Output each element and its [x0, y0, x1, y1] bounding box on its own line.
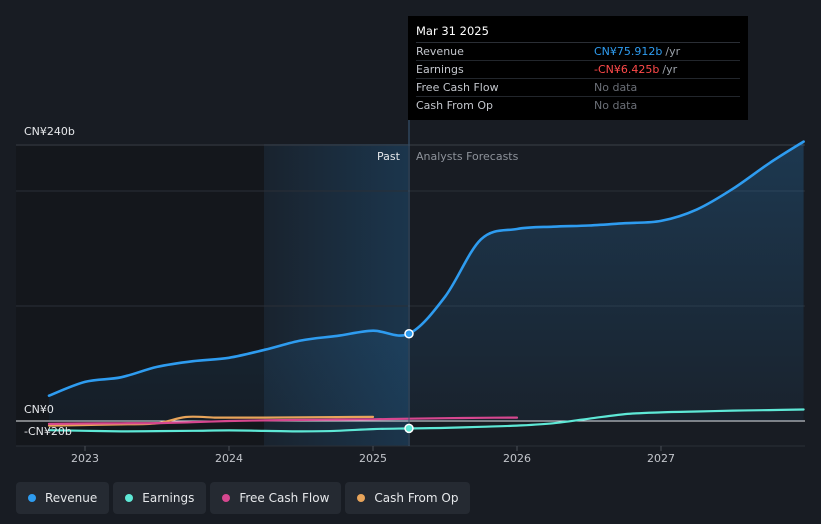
tooltip: Mar 31 2025 Revenue CN¥75.912b /yr Earni…: [408, 16, 748, 120]
x-tick-label: 2026: [503, 452, 531, 465]
revenue-marker: [404, 328, 414, 339]
tooltip-value-cfo: No data: [594, 99, 638, 112]
x-tick-label: 2023: [71, 452, 99, 465]
tooltip-row-earnings: Earnings -CN¥6.425b /yr: [416, 61, 740, 79]
x-axis: 2023 2024 2025 2026 2027: [71, 446, 675, 465]
legend-label: Cash From Op: [374, 491, 459, 505]
legend-item-free-cash-flow[interactable]: Free Cash Flow: [210, 482, 342, 514]
legend-item-cash-from-op[interactable]: Cash From Op: [345, 482, 471, 514]
tooltip-row-cfo: Cash From Op No data: [416, 97, 740, 114]
tooltip-row-fcf: Free Cash Flow No data: [416, 79, 740, 97]
tooltip-unit: /yr: [662, 63, 678, 76]
earnings-dot-icon: [125, 494, 134, 502]
x-tick-label: 2024: [215, 452, 243, 465]
y-label-top: CN¥240b: [24, 125, 75, 138]
tooltip-row-revenue: Revenue CN¥75.912b /yr: [416, 43, 740, 61]
revenue-line: [47, 140, 805, 397]
free-cash-flow-dot-icon: [222, 494, 231, 502]
forecast-label: Analysts Forecasts: [416, 150, 519, 163]
markers: [404, 328, 414, 434]
legend-item-revenue[interactable]: Revenue: [16, 482, 110, 514]
tooltip-value-revenue: CN¥75.912b: [594, 45, 663, 58]
earnings-marker: [404, 423, 414, 434]
y-label-zero: CN¥0: [24, 403, 54, 416]
legend-label: Revenue: [45, 491, 98, 505]
tooltip-label: Free Cash Flow: [416, 81, 499, 94]
legend-item-earnings[interactable]: Earnings: [113, 482, 207, 514]
tooltip-label: Earnings: [416, 63, 464, 76]
tooltip-date: Mar 31 2025: [416, 24, 740, 43]
y-label-bottom: -CN¥20b: [24, 425, 72, 438]
revenue-dot-icon: [28, 494, 36, 502]
x-tick-label: 2025: [359, 452, 387, 465]
earnings-line: [47, 408, 805, 433]
x-tick-label: 2027: [647, 452, 675, 465]
free-cash-flow-line: [47, 416, 519, 425]
legend-label: Earnings: [142, 491, 195, 505]
legend: Revenue Earnings Free Cash Flow Cash Fro…: [16, 482, 471, 514]
series-lines: [47, 140, 805, 433]
cash-from-op-line: [47, 415, 375, 427]
tooltip-value-fcf: No data: [594, 81, 638, 94]
revenue-area-fill: [49, 141, 804, 421]
tooltip-label: Cash From Op: [416, 99, 494, 112]
past-label: Past: [377, 150, 400, 163]
tooltip-value-earnings: -CN¥6.425b: [594, 63, 660, 76]
cash-from-op-dot-icon: [357, 494, 366, 502]
tooltip-label: Revenue: [416, 45, 464, 58]
tooltip-unit: /yr: [665, 45, 681, 58]
revenue-area: [49, 141, 804, 421]
legend-label: Free Cash Flow: [239, 491, 330, 505]
